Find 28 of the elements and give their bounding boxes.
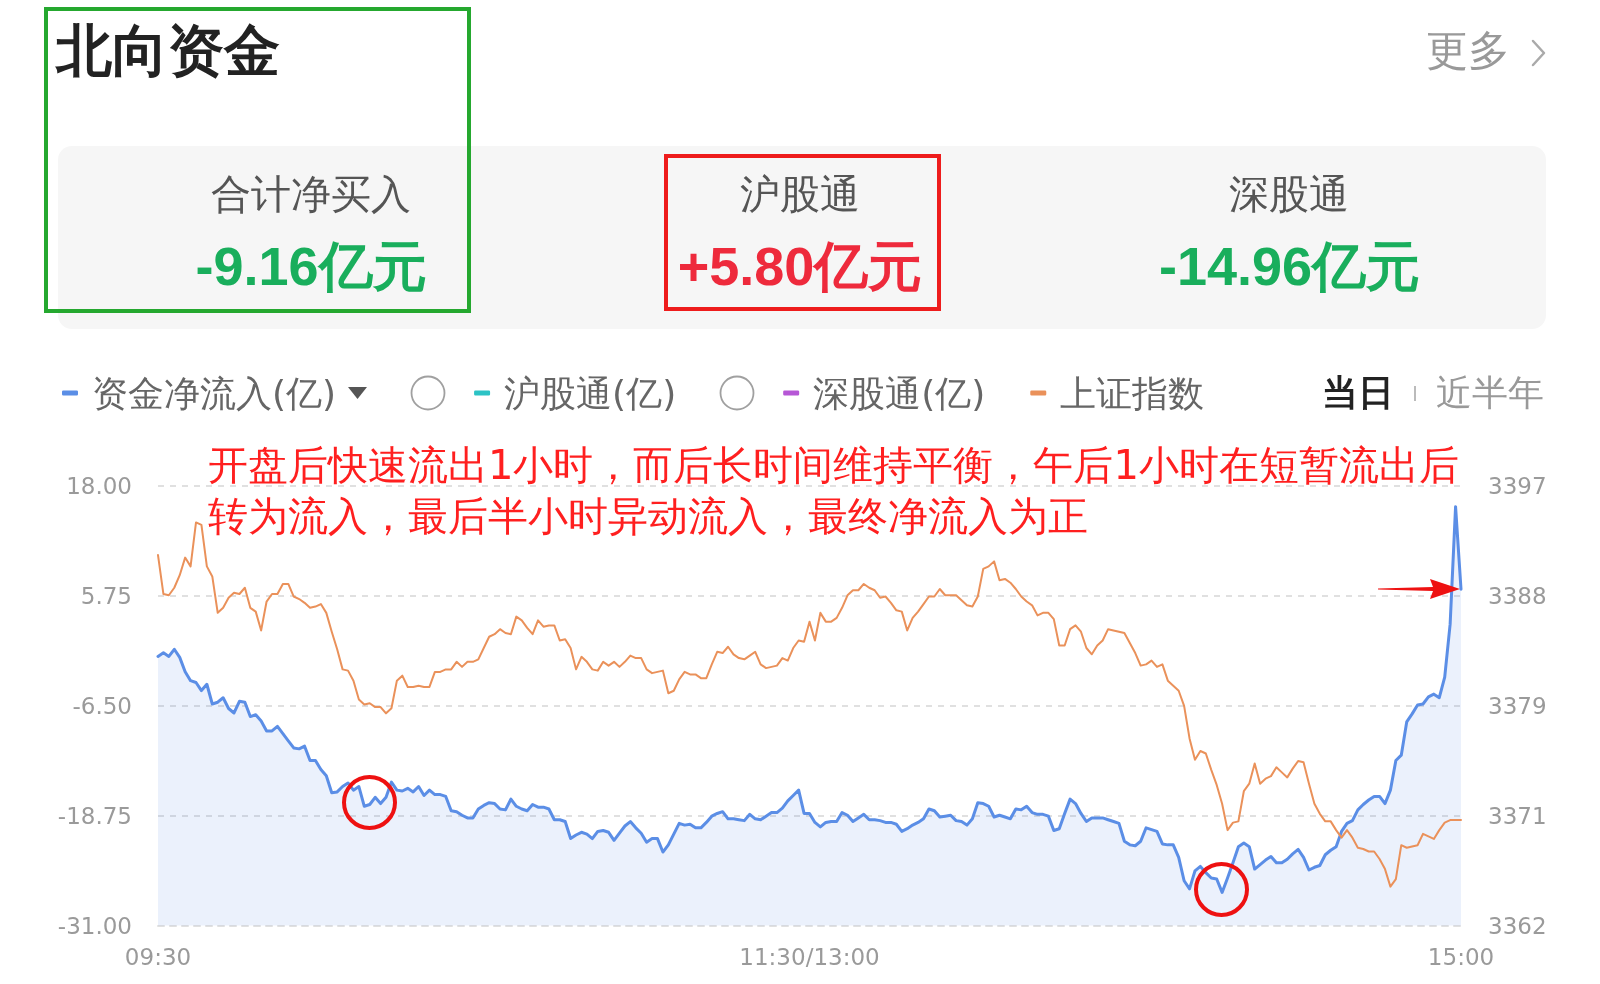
legend-label: 沪股通(亿) <box>504 372 677 414</box>
text: 合计净买入 <box>210 170 412 218</box>
text: -14.96亿元 <box>1159 235 1421 298</box>
y-tick-label: -18.75 <box>57 802 132 829</box>
legend-label: 上证指数 <box>1060 372 1205 414</box>
annotation: 开盘后快速流出1小时，而后长时间维持平衡，午后1小时在短暂流出后转为流入，最后半小时异动流入，最终净流入为正 <box>208 441 1460 541</box>
text: 沪股通 <box>739 170 861 218</box>
x-tick-label: 11:30/13:00 <box>739 944 880 971</box>
y-tick-label: 18.00 <box>66 473 132 499</box>
text: 近半年 <box>1436 371 1544 415</box>
text: 当日 <box>1322 371 1394 415</box>
legend-label: 深股通(亿) <box>813 372 986 414</box>
y-tick-label: -31.00 <box>57 912 132 939</box>
legend-label: 资金净流入(亿) <box>92 372 337 414</box>
text: +5.80亿元 <box>676 235 924 298</box>
x-tick-label: 09:30 <box>124 944 192 971</box>
text: 深股通 <box>1228 170 1350 218</box>
y-tick-label: 5.75 <box>80 582 132 609</box>
x-tick-label: 15:00 <box>1427 944 1495 971</box>
y2-tick-label: 3388 <box>1488 582 1547 609</box>
y2-tick-label: 3379 <box>1488 692 1547 719</box>
y2-tick-label: 3397 <box>1488 473 1547 499</box>
text: 更多 <box>1426 26 1510 75</box>
y2-tick-label: 3362 <box>1488 912 1547 939</box>
text: 北向资金 <box>56 18 280 84</box>
y2-tick-label: 3371 <box>1488 802 1547 829</box>
text: -9.16亿元 <box>194 235 428 298</box>
y-tick-label: -6.50 <box>72 692 132 719</box>
